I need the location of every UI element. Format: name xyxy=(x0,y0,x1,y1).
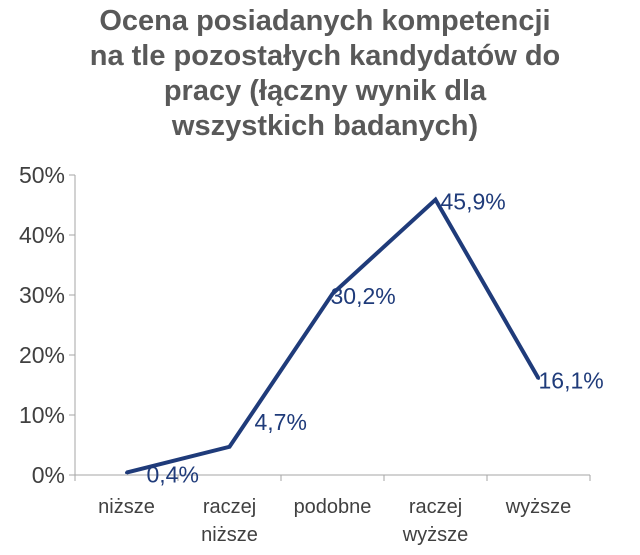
data-labels: 0,4% 4,7% 30,2% 45,9% 16,1% xyxy=(147,189,604,488)
x-category-label-line: raczej xyxy=(409,496,462,518)
x-category-label-line: podobne xyxy=(294,496,372,518)
x-category-label-line: niższe xyxy=(98,496,155,518)
y-tick-label: 30% xyxy=(19,282,65,308)
x-category-label-line: raczej xyxy=(203,496,256,518)
chart-title-line: pracy (łączny wynik dla xyxy=(164,75,487,107)
data-label: 16,1% xyxy=(539,367,604,393)
x-category-label: niższe xyxy=(98,496,155,518)
y-tick-label: 40% xyxy=(19,222,65,248)
y-tick-label: 50% xyxy=(19,162,65,188)
data-point xyxy=(434,198,437,202)
x-category-label: podobne xyxy=(294,496,372,518)
chart-title-line: wszystkich badanych) xyxy=(171,110,478,142)
series-line-group xyxy=(125,196,541,475)
data-label: 0,4% xyxy=(147,462,199,488)
data-point xyxy=(331,292,334,296)
x-category-label-line: wyższe xyxy=(402,524,469,546)
data-point xyxy=(537,376,540,380)
data-label: 45,9% xyxy=(441,189,506,215)
x-category-label-line: wyższe xyxy=(505,496,572,518)
y-tick-label: 0% xyxy=(32,462,65,488)
y-axis: 0% 10% 20% 30% 40% 50% xyxy=(19,162,76,488)
x-category-label: wyższe xyxy=(505,496,572,518)
data-point xyxy=(125,471,128,475)
y-tick-label: 10% xyxy=(19,402,65,428)
x-category-label: raczej niższe xyxy=(201,496,258,546)
x-axis: niższe raczej niższe podobne raczej wyższe wyż… xyxy=(74,474,591,546)
x-category-label: raczej wyższe xyxy=(402,496,469,546)
data-label: 4,7% xyxy=(255,409,307,435)
y-tick-label: 20% xyxy=(19,342,65,368)
x-category-label-line: niższe xyxy=(201,524,258,546)
chart-title-line: Ocena posiadanych kompetencji xyxy=(99,5,550,37)
chart-title-line: na tle pozostałych kandydatów do xyxy=(90,40,561,72)
data-label: 30,2% xyxy=(331,283,396,309)
data-point xyxy=(228,445,231,449)
series-line xyxy=(126,196,541,475)
